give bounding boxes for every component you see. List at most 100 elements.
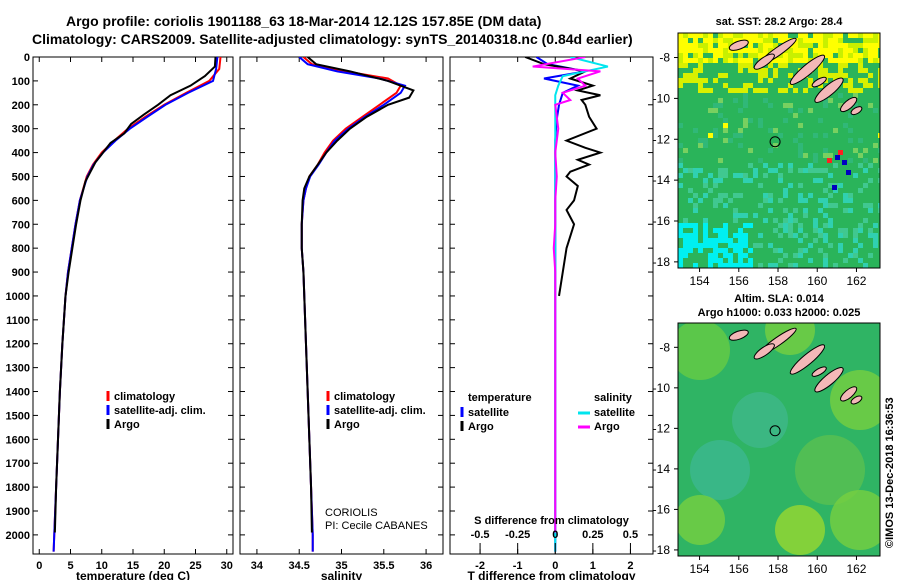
sst-cell <box>878 178 880 183</box>
sst-cell <box>688 248 693 253</box>
sst-cell <box>783 103 788 108</box>
sst-cell <box>868 73 873 78</box>
sst-cell <box>718 53 723 58</box>
sst-cell <box>683 53 688 58</box>
sst-cell <box>788 58 793 63</box>
sst-cell <box>853 93 858 98</box>
sst-cell <box>873 53 878 58</box>
sst-cell <box>693 78 698 83</box>
sst-cell <box>738 238 743 243</box>
sst-cell <box>873 143 878 148</box>
sst-cell <box>733 263 738 268</box>
sst-cell <box>723 233 728 238</box>
sst-cell <box>823 38 828 43</box>
sst-cell <box>703 223 708 228</box>
sst-cell <box>773 58 778 63</box>
sst-cell <box>743 223 748 228</box>
sst-cell <box>863 78 868 83</box>
annotation-line: CORIOLIS <box>325 507 378 519</box>
series-line-s-argo <box>532 57 601 533</box>
sst-cell <box>863 33 868 38</box>
map-y-tick-label: -12 <box>653 132 671 146</box>
sst-cell <box>803 48 808 53</box>
sst-cell <box>823 68 828 73</box>
sst-cell <box>798 168 803 173</box>
sst-cell <box>823 188 828 193</box>
map-frame <box>677 32 881 269</box>
sst-cell <box>743 263 748 268</box>
x-axis-label: temperature (deg C) <box>76 569 190 580</box>
sst-cell <box>838 248 843 253</box>
sst-cell <box>813 168 818 173</box>
sst-cell <box>793 88 798 93</box>
sst-cell <box>788 228 793 233</box>
sst-cell <box>838 48 843 53</box>
sst-cell <box>723 38 728 43</box>
sst-cell <box>723 263 728 268</box>
sst-cell <box>763 43 768 48</box>
sst-cell <box>758 73 763 78</box>
sst-cell <box>738 128 743 133</box>
sst-cell <box>863 48 868 53</box>
sst-cell <box>783 53 788 58</box>
sst-cell <box>708 88 713 93</box>
sst-cell <box>813 223 818 228</box>
sst-cell <box>793 233 798 238</box>
sst-cell <box>778 178 783 183</box>
sst-cell <box>863 183 868 188</box>
sst-cell <box>828 38 833 43</box>
sst-cell <box>733 88 738 93</box>
sst-cell <box>828 243 833 248</box>
sst-cell <box>773 73 778 78</box>
sst-cell <box>798 143 803 148</box>
sst-cell <box>828 218 833 223</box>
sst-cell <box>723 123 728 128</box>
x-tick-label: 15 <box>127 560 139 572</box>
sst-cell <box>848 78 853 83</box>
sst-cell <box>793 263 798 268</box>
sst-cell <box>788 168 793 173</box>
sst-cell <box>833 48 838 53</box>
sst-cell <box>758 263 763 268</box>
sst-cell <box>678 48 683 53</box>
sst-cell <box>838 183 843 188</box>
sst-cell <box>853 173 858 178</box>
sst-cell <box>838 150 843 155</box>
sst-cell <box>738 243 743 248</box>
sst-cell <box>843 208 848 213</box>
sst-cell <box>823 133 828 138</box>
sst-cell <box>713 48 718 53</box>
sst-cell <box>823 33 828 38</box>
sst-cell <box>833 203 838 208</box>
x-tick-label: 0 <box>36 560 42 572</box>
sst-cell <box>818 38 823 43</box>
sst-cell <box>858 53 863 58</box>
sst-cell <box>773 228 778 233</box>
sst-cell <box>878 73 880 78</box>
sst-cell <box>788 263 793 268</box>
sst-cell <box>778 58 783 63</box>
sst-cell <box>848 48 853 53</box>
sst-cell <box>853 53 858 58</box>
sst-cell <box>768 208 773 213</box>
sst-cell <box>693 173 698 178</box>
sst-cell <box>778 38 783 43</box>
sst-cell <box>708 108 713 113</box>
sst-cell <box>843 233 848 238</box>
sst-cell <box>878 58 880 63</box>
sst-cell <box>788 163 793 168</box>
sst-cell <box>818 118 823 123</box>
sla-blob <box>690 440 750 500</box>
secondary-axis-label: S difference from climatology <box>474 515 630 527</box>
sst-cell <box>858 223 863 228</box>
sst-cell <box>858 188 863 193</box>
sst-cell <box>718 98 723 103</box>
sst-cell <box>693 48 698 53</box>
sst-cell <box>793 138 798 143</box>
sst-cell <box>833 58 838 63</box>
sst-cell <box>843 258 848 263</box>
map-y-tick-label: -10 <box>653 381 671 395</box>
sst-cell <box>743 63 748 68</box>
map-x-tick-label: 158 <box>768 274 788 288</box>
sst-cell <box>723 138 728 143</box>
